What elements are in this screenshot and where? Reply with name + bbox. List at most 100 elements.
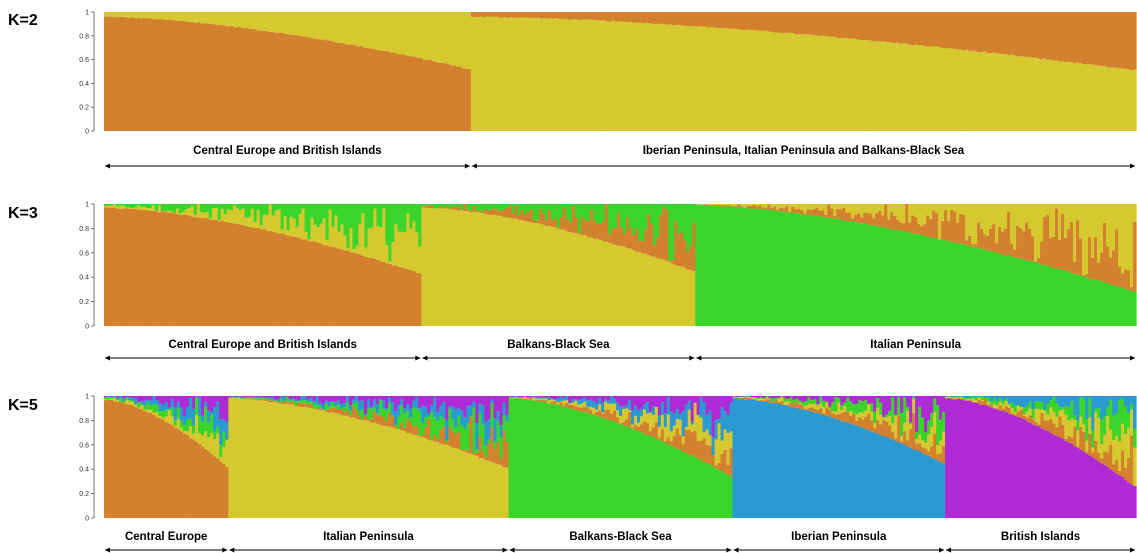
- ancestry-bar-segment: [1004, 396, 1009, 400]
- ancestry-bar-segment: [490, 215, 495, 326]
- ancestry-bar-segment: [466, 422, 470, 451]
- ancestry-bar-segment: [247, 216, 252, 227]
- ancestry-bar-segment: [131, 398, 135, 401]
- ancestry-bar-segment: [720, 471, 725, 518]
- ancestry-bar-segment: [481, 204, 486, 212]
- ancestry-bar-segment: [834, 396, 838, 398]
- ancestry-bar-segment: [1112, 250, 1116, 286]
- ancestry-bar-segment: [329, 12, 334, 41]
- ancestry-bar-segment: [143, 405, 148, 410]
- ancestry-bar-segment: [283, 204, 288, 217]
- ancestry-bar-segment: [726, 396, 731, 416]
- ancestry-bar-segment: [915, 449, 919, 518]
- ancestry-bar-segment: [354, 418, 359, 518]
- ancestry-bar-segment: [205, 204, 210, 213]
- k-label: K=3: [8, 205, 38, 222]
- ancestry-bar-segment: [1109, 12, 1113, 68]
- ancestry-bar-segment: [347, 44, 352, 132]
- ancestry-bar-segment: [1115, 285, 1119, 326]
- ancestry-bar-segment: [173, 396, 178, 408]
- ancestry-bar-segment: [977, 52, 981, 131]
- ancestry-bar-segment: [529, 204, 534, 210]
- ancestry-bar-segment: [959, 204, 963, 214]
- ancestry-bar-segment: [158, 403, 163, 412]
- ancestry-bar-segment: [366, 396, 371, 400]
- ancestry-bar-segment: [1085, 453, 1089, 518]
- ancestry-bar-segment: [1022, 204, 1026, 232]
- ancestry-bar-segment: [930, 446, 934, 458]
- ancestry-bar-segment: [743, 12, 748, 30]
- ancestry-bar-segment: [476, 12, 481, 18]
- ancestry-bar-segment: [107, 396, 111, 398]
- ancestry-bar-segment: [669, 411, 674, 432]
- ancestry-bar-segment: [370, 227, 375, 259]
- ancestry-bar-segment: [711, 466, 716, 518]
- ancestry-bar-segment: [755, 209, 759, 326]
- ancestry-bar-segment: [884, 204, 888, 228]
- ancestry-bar-segment: [146, 412, 151, 518]
- ancestry-bar-segment: [391, 396, 395, 403]
- ancestry-bar-segment: [143, 17, 147, 131]
- ancestry-bar-segment: [722, 206, 726, 326]
- ancestry-bar-segment: [140, 404, 145, 410]
- ancestry-bar-segment: [741, 397, 746, 398]
- ancestry-bar-segment: [662, 206, 666, 260]
- ancestry-bar-segment: [160, 204, 165, 212]
- ancestry-bar-segment: [734, 205, 738, 208]
- ancestry-bar-segment: [312, 409, 317, 518]
- ancestry-bar-segment: [684, 396, 689, 405]
- ancestry-bar-segment: [433, 396, 437, 398]
- ancestry-bar-segment: [875, 41, 879, 131]
- ancestry-bar-segment: [1067, 420, 1071, 437]
- ancestry-bar-segment: [989, 401, 994, 404]
- ancestry-bar-segment: [601, 403, 605, 413]
- ancestry-bar-segment: [529, 396, 534, 399]
- ancestry-bar-segment: [333, 396, 338, 402]
- ancestry-bar-segment: [565, 406, 569, 518]
- ancestry-bar-segment: [662, 12, 667, 25]
- ancestry-bar-segment: [350, 12, 355, 45]
- ancestry-bar-segment: [229, 204, 234, 211]
- ancestry-bar-segment: [235, 223, 240, 326]
- ancestry-bar-segment: [562, 229, 567, 326]
- ancestry-bar-segment: [448, 405, 452, 409]
- arrow-head-left: [696, 355, 702, 361]
- ancestry-bar-segment: [493, 441, 498, 449]
- ancestry-bar-segment: [227, 26, 231, 131]
- ancestry-bar-segment: [935, 204, 939, 214]
- ancestry-bar-segment: [1109, 399, 1113, 430]
- ancestry-bar-segment: [843, 402, 847, 407]
- ancestry-bar-segment: [833, 12, 837, 37]
- ancestry-bar-segment: [240, 396, 245, 397]
- ancestry-bar-segment: [1085, 451, 1089, 454]
- ancestry-bar-segment: [809, 204, 813, 210]
- ancestry-bar-segment: [110, 12, 114, 17]
- ancestry-bar-segment: [366, 399, 371, 409]
- ancestry-bar-segment: [708, 435, 713, 446]
- ancestry-bar-segment: [457, 432, 461, 450]
- ancestry-bar-segment: [650, 256, 654, 326]
- ancestry-bar-segment: [855, 420, 859, 426]
- ancestry-bar-segment: [276, 396, 281, 400]
- ancestry-bar-segment: [863, 40, 867, 131]
- ancestry-bar-segment: [711, 437, 716, 456]
- ancestry-bar-segment: [204, 401, 208, 407]
- ancestry-bar-segment: [1118, 68, 1122, 131]
- ancestry-bar-segment: [759, 401, 764, 518]
- ancestry-bar-segment: [726, 415, 731, 434]
- ancestry-bar-segment: [645, 401, 650, 414]
- ancestry-bar-segment: [505, 207, 510, 218]
- ancestry-bar-segment: [698, 12, 703, 26]
- ancestry-bar-segment: [806, 12, 811, 35]
- ancestry-bar-segment: [255, 400, 260, 518]
- ancestry-bar-segment: [752, 208, 756, 326]
- ancestry-bar-segment: [425, 12, 430, 60]
- ancestry-bar-segment: [692, 12, 697, 27]
- ancestry-bar-segment: [1025, 406, 1030, 412]
- ancestry-bar-segment: [589, 209, 594, 238]
- ancestry-bar-segment: [1076, 447, 1080, 518]
- ancestry-bar-segment: [831, 411, 835, 414]
- ancestry-bar-segment: [1046, 396, 1051, 404]
- ancestry-bar-segment: [1094, 279, 1098, 326]
